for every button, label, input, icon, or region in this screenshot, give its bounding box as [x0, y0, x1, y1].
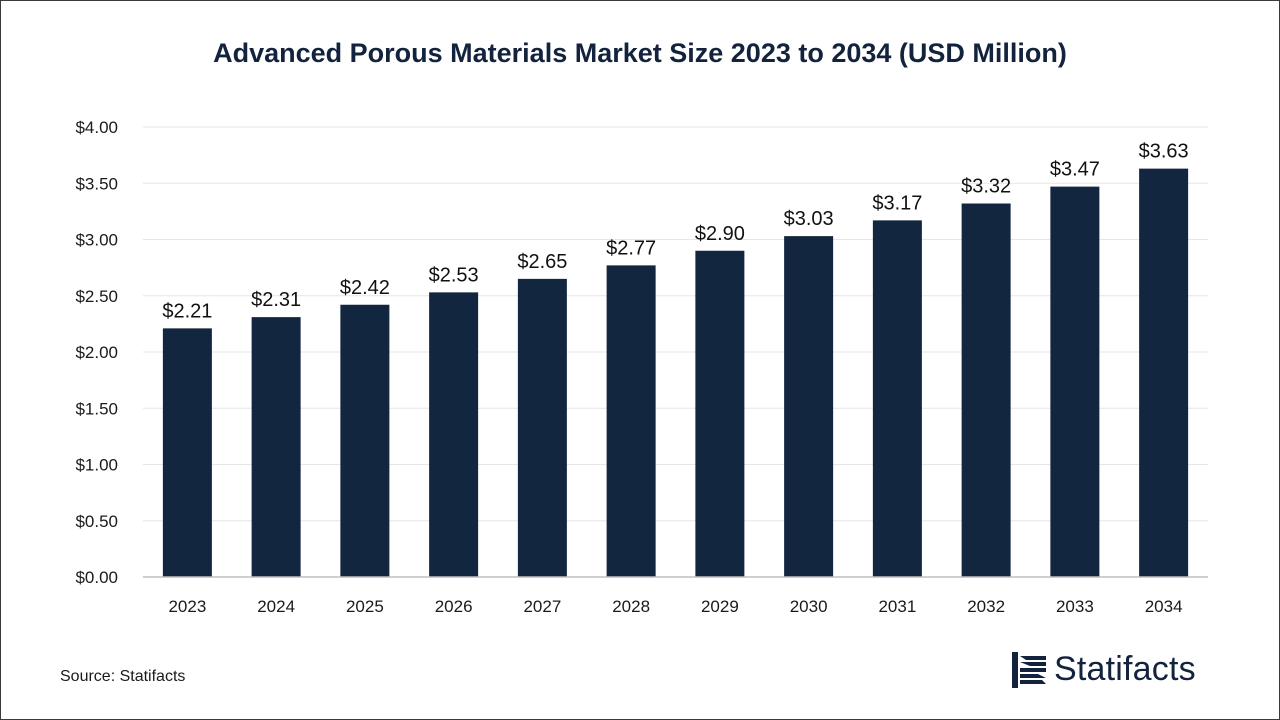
chart-title: Advanced Porous Materials Market Size 20… [213, 38, 1067, 68]
data-label: $3.63 [1139, 141, 1189, 163]
x-tick-label: 2026 [435, 597, 473, 616]
data-label: $2.31 [251, 289, 301, 311]
data-label: $2.53 [429, 264, 479, 286]
bar [695, 250, 745, 577]
data-label: $3.32 [961, 176, 1011, 198]
data-label: $3.17 [872, 192, 922, 214]
bar [162, 328, 212, 577]
bar [517, 278, 567, 577]
bar [340, 304, 390, 577]
bar [961, 203, 1011, 577]
data-label: $2.90 [695, 223, 745, 245]
data-label: $3.47 [1050, 159, 1100, 181]
data-label: $2.21 [162, 300, 212, 322]
brand-name: Statifacts [1054, 650, 1196, 688]
y-tick-label: $2.50 [75, 287, 118, 306]
x-tick-label: 2025 [346, 597, 384, 616]
y-tick-label: $1.50 [75, 399, 118, 418]
bar [251, 317, 301, 577]
statifacts-logo-icon [1012, 651, 1046, 688]
y-tick-label: $4.00 [75, 118, 118, 137]
data-label: $3.03 [784, 208, 834, 230]
data-label: $2.65 [517, 251, 567, 273]
bar [872, 220, 922, 577]
y-tick-label: $1.00 [75, 456, 118, 475]
x-tick-label: 2030 [790, 597, 828, 616]
bar [1139, 168, 1189, 577]
x-tick-label: 2027 [523, 597, 561, 616]
bar [1050, 186, 1100, 577]
data-label: $2.42 [340, 277, 390, 299]
bar [784, 236, 834, 577]
y-tick-label: $0.50 [75, 512, 118, 531]
x-tick-label: 2033 [1056, 597, 1094, 616]
bar [429, 292, 479, 577]
y-tick-label: $3.00 [75, 231, 118, 250]
x-tick-label: 2031 [878, 597, 916, 616]
source-note: Source: Statifacts [60, 668, 186, 685]
x-tick-label: 2034 [1145, 597, 1183, 616]
y-tick-label: $0.00 [75, 568, 118, 587]
y-tick-label: $2.00 [75, 343, 118, 362]
data-label: $2.77 [606, 237, 656, 259]
x-tick-label: 2028 [612, 597, 650, 616]
x-tick-label: 2024 [257, 597, 295, 616]
x-tick-label: 2029 [701, 597, 739, 616]
x-tick-label: 2023 [168, 597, 206, 616]
bar [606, 265, 656, 577]
brand-logo: Statifacts [1012, 650, 1196, 689]
y-tick-label: $3.50 [75, 174, 118, 193]
x-tick-label: 2032 [967, 597, 1005, 616]
